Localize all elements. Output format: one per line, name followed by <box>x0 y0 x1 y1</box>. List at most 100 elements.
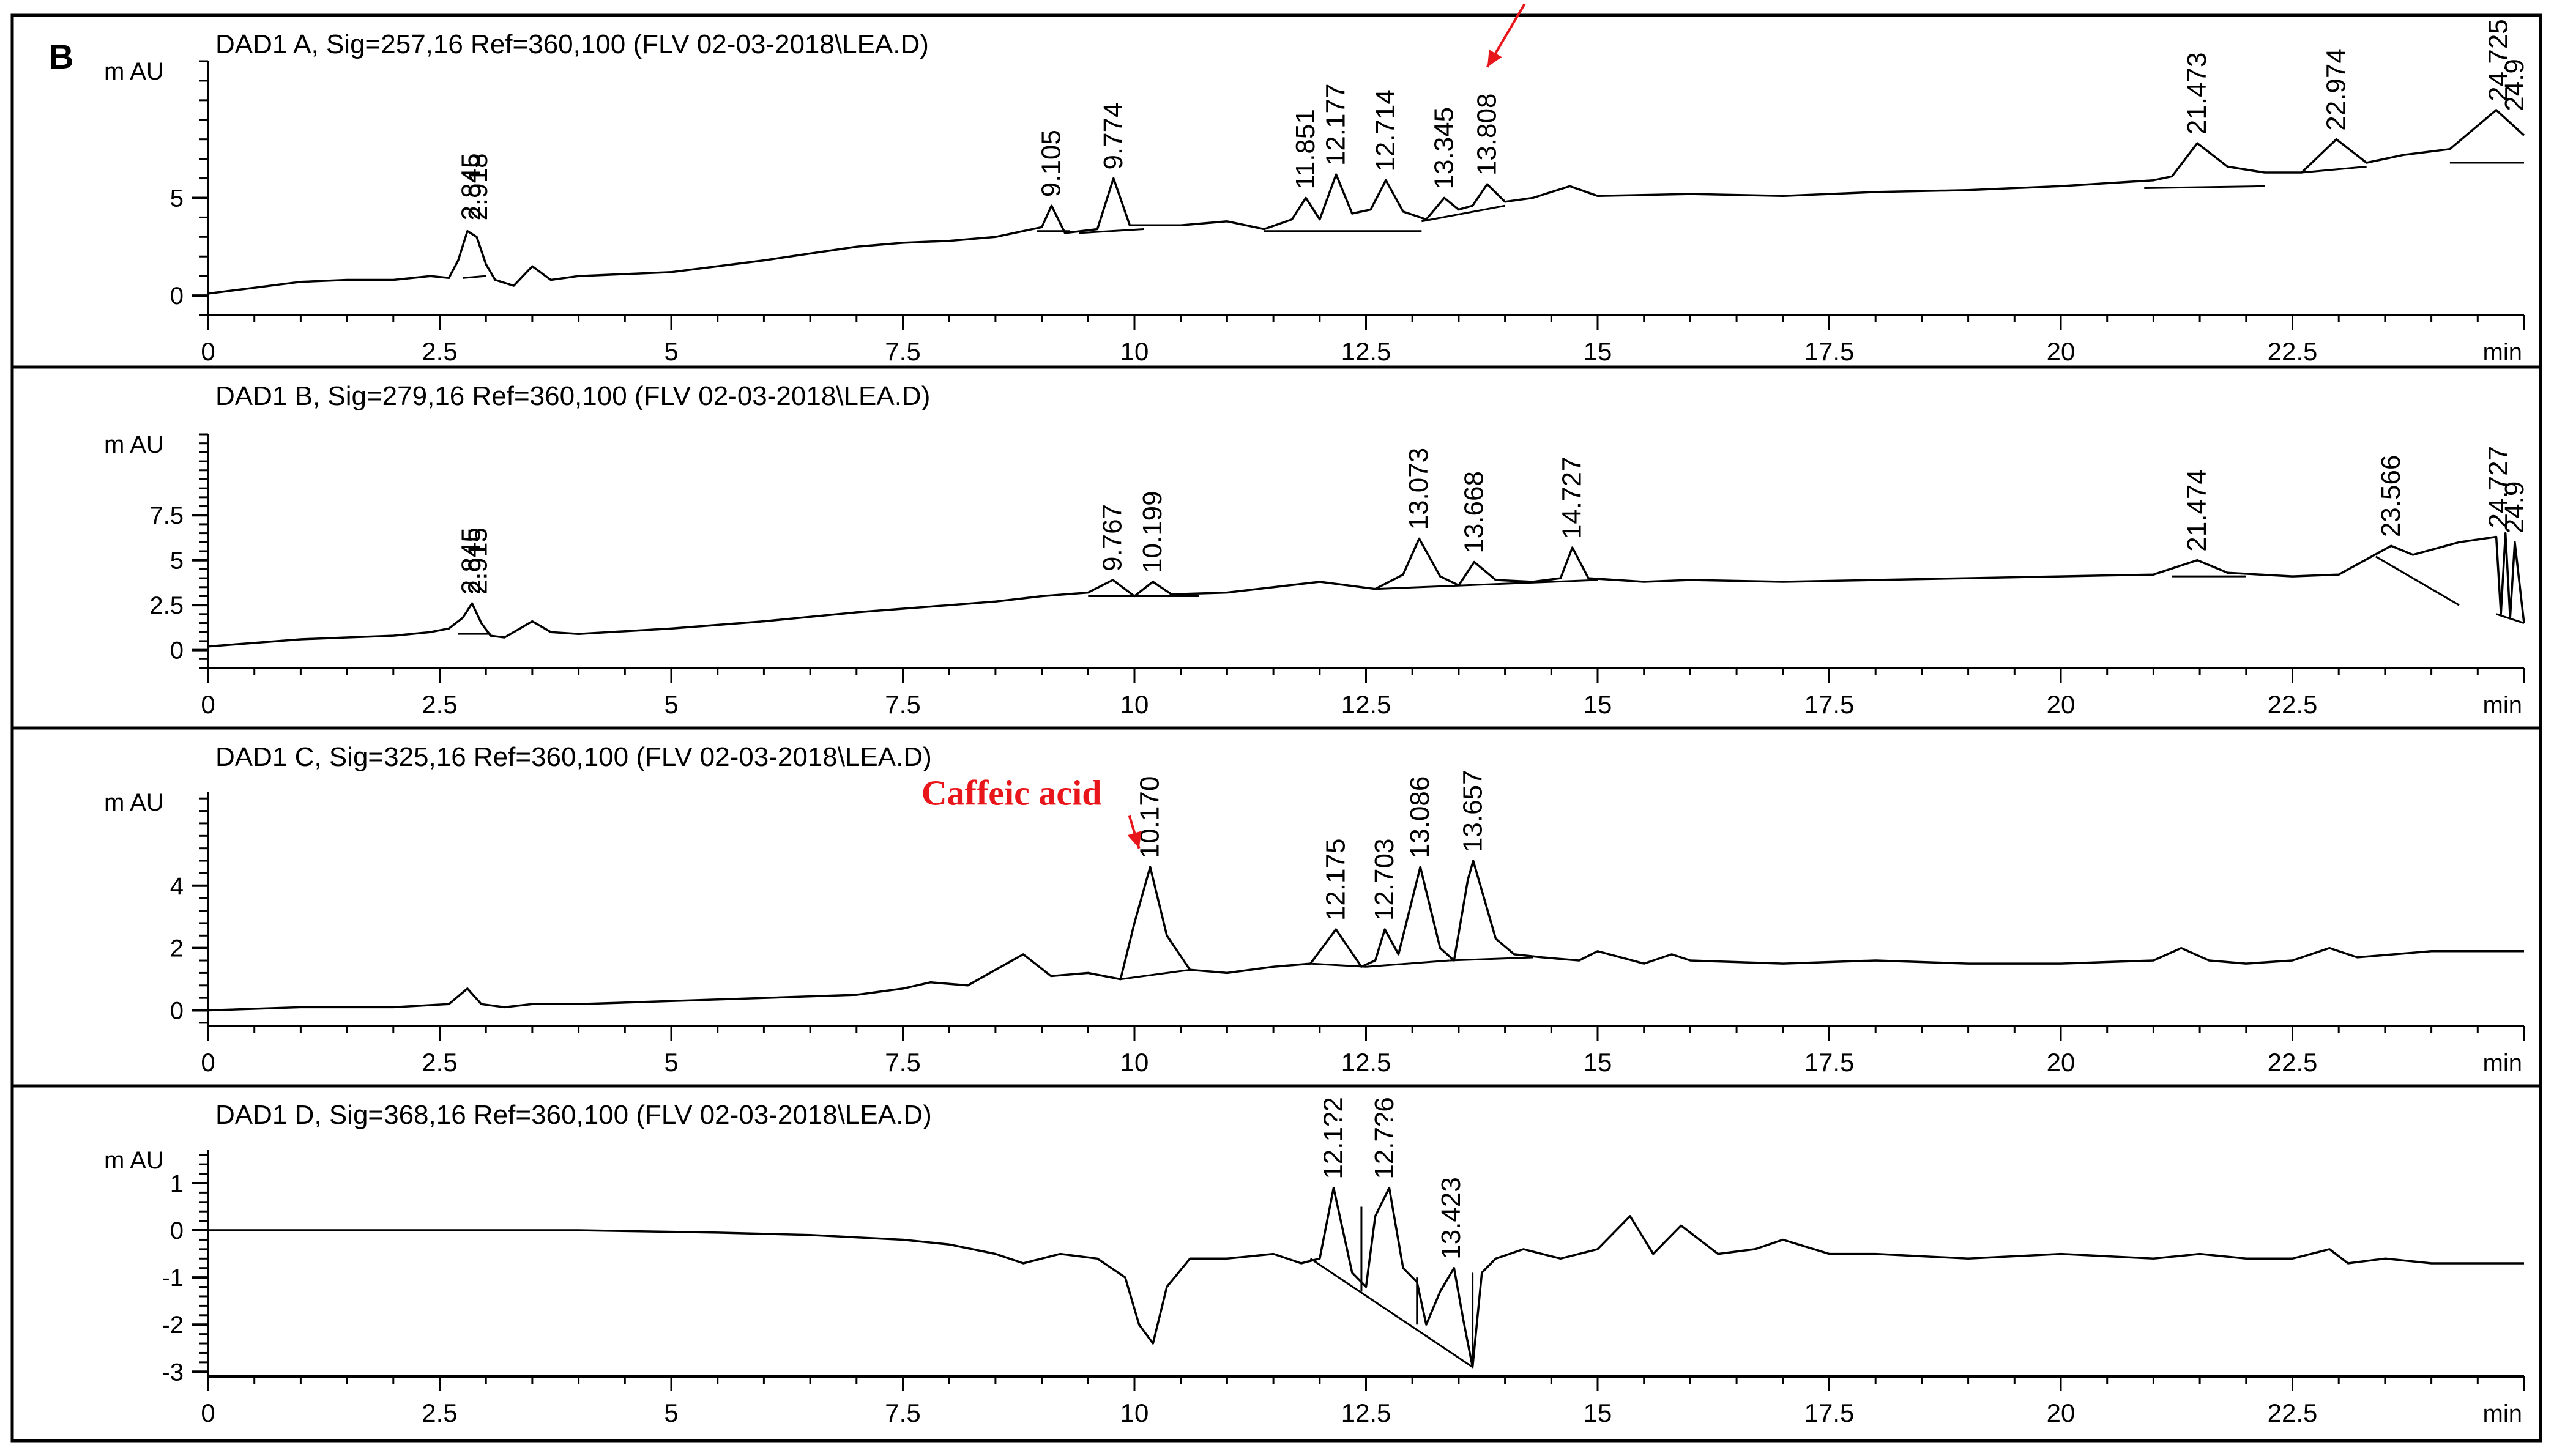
x-tick-label: 10 <box>1120 690 1149 719</box>
chromatogram-trace <box>207 532 2525 648</box>
x-tick-label: 5 <box>664 1048 678 1077</box>
integration-baseline <box>1375 579 1598 590</box>
integration-baseline <box>2375 555 2460 606</box>
peak-label: 24.727 <box>2484 446 2514 529</box>
integration-baseline <box>2144 185 2265 189</box>
x-tick-label: 0 <box>201 690 215 719</box>
peak-label: 2.845 <box>456 153 486 220</box>
y-axis-label: m AU <box>104 431 164 458</box>
panel-frame <box>10 1084 2542 1443</box>
x-tick-label: 0 <box>201 1048 215 1077</box>
integration-baseline <box>1310 962 1366 968</box>
peak-label: 2.845 <box>456 527 486 595</box>
y-tick-label: 7.5 <box>149 502 184 529</box>
peak-label: 12.703 <box>1369 839 1399 921</box>
x-tick-label: 0 <box>201 337 215 366</box>
x-tick-label: 2.5 <box>422 690 457 719</box>
panel-frame <box>10 726 2542 1088</box>
peak-label: 24.725 <box>2483 19 2513 102</box>
integration-baseline <box>1079 228 1144 234</box>
y-axis-label: m AU <box>104 789 164 816</box>
x-tick-label: 20 <box>2047 1048 2076 1077</box>
panel-title: DAD1 D, Sig=368,16 Ref=360,100 (FLV 02-0… <box>215 1100 932 1130</box>
y-tick-label: 2 <box>170 935 184 962</box>
chromatogram-panels: DAD1 A, Sig=257,16 Ref=360,100 (FLV 02-0… <box>10 0 2542 1443</box>
panel-title: DAD1 C, Sig=325,16 Ref=360,100 (FLV 02-0… <box>215 742 932 772</box>
peak-label: 21.474 <box>2182 469 2212 552</box>
x-tick-label: 12.5 <box>1341 690 1391 719</box>
y-tick-label: 4 <box>170 873 184 900</box>
integration-baseline <box>1309 1258 1473 1368</box>
peak-label: 24.9 <box>2500 481 2530 534</box>
x-tick-label: 7.5 <box>885 1048 920 1077</box>
x-tick-label: 5 <box>664 1398 678 1427</box>
x-tick-label: 12.5 <box>1341 1398 1391 1427</box>
peak-label: 13.808 <box>1472 94 1502 176</box>
panel-label: B <box>49 37 73 76</box>
peak-label: 13.345 <box>1429 107 1459 190</box>
peak-label: 2.915 <box>463 527 493 595</box>
y-tick-label: 0 <box>170 1217 184 1244</box>
x-tick-label: 20 <box>2047 690 2076 719</box>
peak-label: 9.767 <box>1098 504 1128 571</box>
x-tick-label: 10 <box>1120 1398 1149 1427</box>
y-tick-label: 5 <box>170 185 184 212</box>
integration-baseline <box>1421 204 1505 223</box>
peak-label: 13.086 <box>1405 776 1435 859</box>
integration-baseline <box>1366 959 1450 968</box>
x-axis-label: min <box>2483 1050 2522 1077</box>
y-tick-label: 0 <box>170 637 184 664</box>
peak-label: 12.175 <box>1320 839 1350 921</box>
x-tick-label: 15 <box>1584 337 1612 366</box>
chromatogram-trace <box>207 860 2524 1012</box>
y-axis-label: m AU <box>104 58 164 85</box>
x-tick-label: 17.5 <box>1804 1398 1855 1427</box>
x-tick-label: 22.5 <box>2268 337 2318 366</box>
x-tick-label: 12.5 <box>1341 337 1391 366</box>
peak-label: 10.199 <box>1137 491 1167 573</box>
x-axis-label: min <box>2483 692 2522 719</box>
x-tick-label: 15 <box>1584 1048 1612 1077</box>
y-tick-label: 5 <box>170 548 184 574</box>
peak-label: 2.918 <box>463 153 493 220</box>
x-tick-label: 10 <box>1120 1048 1149 1077</box>
y-axis-label: m AU <box>104 1147 164 1174</box>
chart-panel-2: DAD1 B, Sig=279,16 Ref=360,100 (FLV 02-0… <box>10 365 2542 730</box>
chart-panel-3: DAD1 C, Sig=325,16 Ref=360,100 (FLV 02-0… <box>10 726 2542 1088</box>
x-tick-label: 2.5 <box>422 1398 457 1427</box>
integration-baseline <box>1120 968 1191 981</box>
chart-panel-1: DAD1 A, Sig=257,16 Ref=360,100 (FLV 02-0… <box>10 0 2542 369</box>
peak-label: 13.657 <box>1458 770 1488 852</box>
annotation-arrowhead <box>1127 831 1142 849</box>
chart-panel-4: DAD1 D, Sig=368,16 Ref=360,100 (FLV 02-0… <box>10 1084 2542 1443</box>
peak-label: 14.727 <box>1557 457 1587 540</box>
x-tick-label: 10 <box>1120 337 1149 366</box>
panel-title: DAD1 B, Sig=279,16 Ref=360,100 (FLV 02-0… <box>215 381 930 411</box>
x-axis-label: min <box>2483 339 2522 366</box>
y-tick-label: -1 <box>162 1265 184 1291</box>
x-tick-label: 2.5 <box>422 1048 457 1077</box>
x-tick-label: 22.5 <box>2268 1398 2318 1427</box>
peak-label: 13.073 <box>1404 448 1434 530</box>
compound-annotation: Caffeic acid <box>921 773 1102 812</box>
compound-annotation: Rutin <box>1482 0 1569 1</box>
peak-label: 13.668 <box>1459 471 1489 554</box>
y-tick-label: 1 <box>170 1170 184 1197</box>
x-tick-label: 20 <box>2047 1398 2076 1427</box>
panel-frame <box>10 365 2542 730</box>
x-tick-label: 17.5 <box>1804 1048 1855 1077</box>
peak-label: 13.423 <box>1436 1177 1466 1260</box>
y-tick-label: -3 <box>162 1359 184 1386</box>
x-tick-label: 7.5 <box>885 1398 920 1427</box>
x-tick-label: 15 <box>1584 1398 1612 1427</box>
peak-label: 9.774 <box>1098 102 1128 169</box>
y-tick-label: -2 <box>162 1312 184 1339</box>
x-tick-label: 5 <box>664 690 678 719</box>
peak-label: 12.177 <box>1321 84 1351 166</box>
chromatogram-trace <box>208 1186 2524 1369</box>
x-axis-label: min <box>2483 1400 2522 1427</box>
x-tick-label: 5 <box>664 337 678 366</box>
peak-label: 22.974 <box>2321 48 2351 131</box>
peak-label: 10.170 <box>1135 776 1165 859</box>
peak-label: 12.1?2 <box>1319 1097 1349 1179</box>
